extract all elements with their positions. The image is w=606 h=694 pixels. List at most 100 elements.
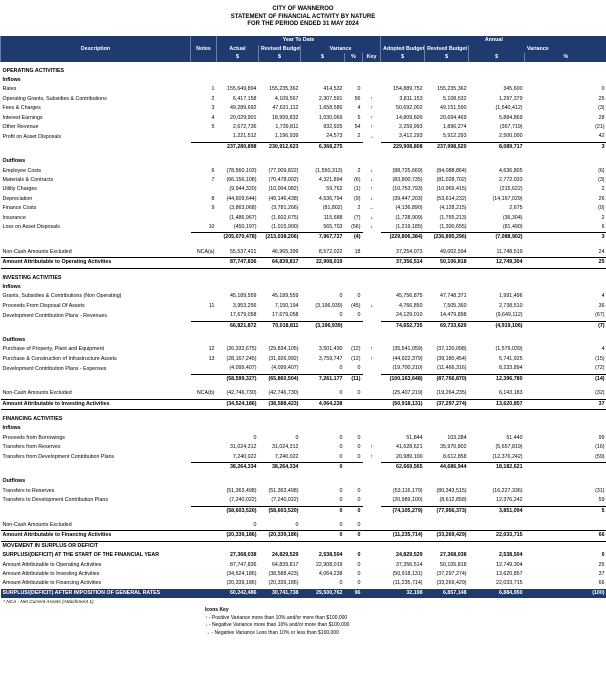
cell: 0 [300, 461, 345, 473]
cell: 41,628,621 [396, 444, 423, 451]
cell: 2 [357, 205, 361, 212]
cell: (20,339,186) [216, 530, 259, 542]
cell: 8,612,858 [442, 453, 467, 460]
cell [344, 461, 363, 473]
cell: (1,765,213) [439, 214, 467, 221]
cell [363, 364, 381, 374]
cell [191, 579, 217, 588]
cell: 155,649,894 [227, 86, 257, 93]
cell: NCA(b) [196, 390, 215, 397]
cell: (7,088,902) [468, 232, 525, 243]
cell: (229,806,384) [380, 232, 425, 243]
cell: 5 [524, 505, 606, 516]
cell: 154,889,752 [393, 86, 423, 93]
cell: (66,156,108) [226, 176, 257, 183]
cell [363, 292, 381, 301]
col-ytd: Year To Date [215, 36, 381, 45]
row: Outflows [1, 336, 606, 345]
cell: 37,356,514 [380, 257, 425, 269]
cell: (4) [344, 232, 363, 243]
cell [363, 487, 381, 496]
cell [362, 530, 381, 542]
cell: 4,064,238 [300, 398, 345, 410]
cell: 0 [357, 390, 361, 397]
row: Development Contribution Plans - Revenue… [1, 311, 606, 321]
cell [363, 85, 381, 94]
row: Inflows [1, 283, 606, 292]
cell: Materials & Contracts [2, 176, 54, 183]
col-unit: $ [300, 53, 345, 62]
cell: 64,839,817 [258, 257, 301, 269]
cell: 25 [598, 561, 605, 568]
cell: Purchase & Construction of Infrastructur… [2, 355, 117, 362]
cell: (7) [524, 320, 606, 332]
cell: (6) [354, 176, 361, 183]
cell [363, 462, 381, 472]
cell: 17,679,058 [229, 312, 257, 319]
cell: 1,196,939 [274, 133, 299, 140]
cell: 4,064,238 [318, 571, 343, 577]
cell: ↑ [370, 105, 373, 112]
cell [363, 321, 381, 331]
cell: 74,652,735 [380, 320, 425, 332]
cell: 36 [598, 302, 605, 309]
cell [191, 551, 217, 560]
cell: (9,649,112) [495, 312, 523, 319]
cell: 0 [357, 434, 361, 441]
cell: 0 [339, 293, 343, 300]
cell [191, 453, 217, 463]
cell: 345,600 [503, 86, 523, 93]
cell: Amount Attributable to Financing Activit… [0, 530, 191, 542]
cell: 155,235,362 [437, 86, 467, 93]
cell: (15) [595, 355, 605, 362]
cell [363, 551, 381, 560]
cell: 2,307,591 [318, 95, 343, 102]
cell: 2,538,504 [498, 552, 523, 559]
cell: (37,120,098) [436, 346, 467, 353]
cell: 37,356,514 [396, 561, 423, 568]
cell: 3 [524, 141, 606, 153]
cell [469, 521, 525, 531]
cell: 7,150,194 [274, 302, 299, 309]
cell: (50,918,131) [380, 398, 425, 410]
cell: (213,038,206) [258, 232, 301, 243]
row: Transfers to Development Contribution Pl… [1, 496, 606, 506]
cell: 0 [300, 530, 345, 542]
cell: ↑ [370, 123, 373, 130]
cell: 59 [598, 497, 605, 504]
cell: 44,686,944 [424, 461, 469, 473]
col-unit: Key [361, 53, 381, 62]
cell: 6,368,275 [300, 141, 345, 153]
cell: Fees & Charges [2, 105, 41, 112]
cell [190, 320, 217, 332]
cell: 2 [601, 214, 605, 221]
cell: (4,136,890) [395, 205, 423, 212]
cell: 25 [598, 95, 605, 102]
cell: (4,099,407) [271, 365, 299, 372]
cell [363, 579, 381, 588]
cell [191, 185, 217, 194]
cell: 14,479,898 [440, 312, 467, 319]
cell: Non-Cash Amounts Excluded [2, 248, 72, 255]
heading: OPERATING ACTIVITIES [2, 67, 65, 74]
cell: → [368, 205, 375, 212]
cell [363, 570, 381, 579]
cell: (20,989,100) [392, 497, 423, 504]
cell [191, 443, 217, 452]
cell: (3) [598, 176, 605, 183]
cell: (39,447,203) [392, 195, 423, 202]
cell: 6,884,950 [468, 588, 525, 599]
cell: (31) [595, 487, 605, 494]
cell: 27,368,038 [440, 552, 467, 559]
cell: (58,603,520) [216, 505, 259, 516]
cell: 20,029,901 [229, 114, 257, 121]
cell: (32) [595, 390, 605, 397]
row: Transfers from Reserves 31,024,312 31,024,… [1, 443, 606, 452]
cell: SURPLUS/(DEFICIT) AFTER IMPOSITION OF GE… [0, 588, 191, 599]
cell: 5,884,869 [498, 114, 523, 121]
row: Depreciation 8 (44,609,644) (49,146,438) 4,5… [1, 195, 606, 204]
cell: (87,766,870) [424, 373, 469, 385]
cell [363, 434, 381, 443]
cell: 32,198 [380, 588, 425, 599]
cell: (1,550,313) [315, 167, 343, 174]
